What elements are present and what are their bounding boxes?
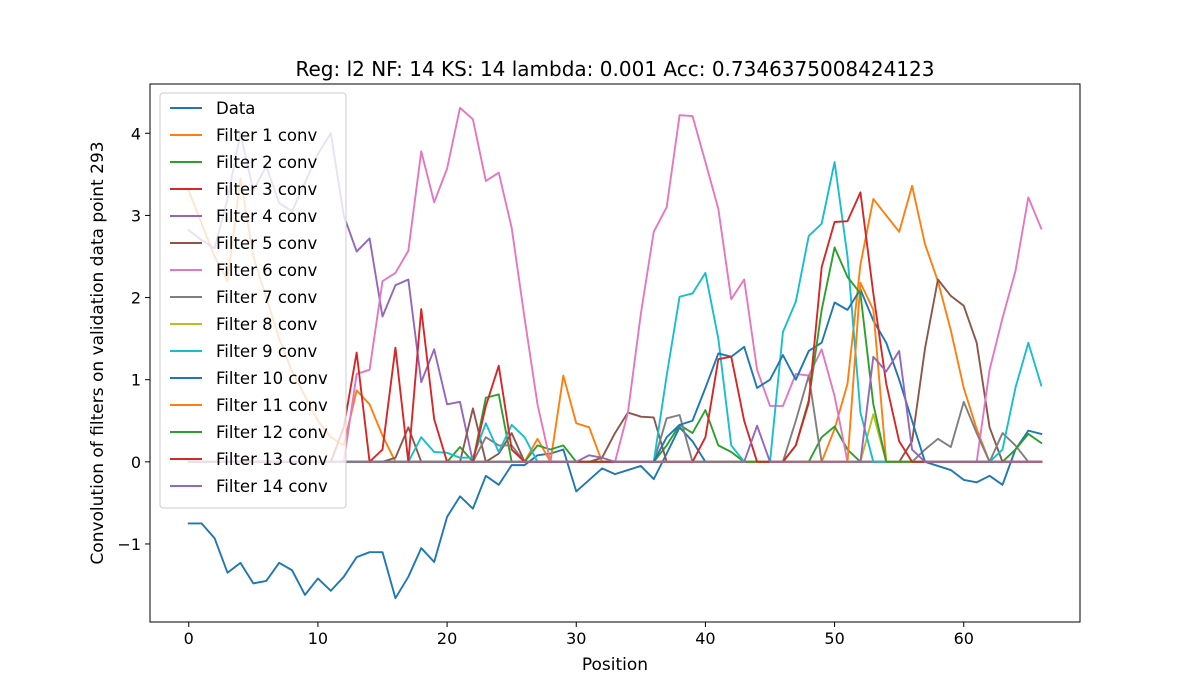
legend-label: Filter 8 conv [216,315,317,334]
legend-label: Filter 2 conv [216,153,317,172]
y-axis-label: Convolution of filters on validation dat… [88,141,108,564]
y-tick-label: 3 [131,206,141,225]
legend-label: Filter 3 conv [216,180,317,199]
legend-label: Filter 12 conv [216,423,328,442]
legend-label: Data [216,99,255,118]
legend-label: Filter 14 conv [216,477,328,496]
x-tick-label: 30 [566,629,586,648]
legend-label: Filter 13 conv [216,450,328,469]
y-tick-label: 1 [131,371,141,390]
x-tick-label: 20 [437,629,457,648]
chart-title: Reg: l2 NF: 14 KS: 14 lambda: 0.001 Acc:… [295,57,934,81]
x-tick-label: 10 [308,629,328,648]
y-tick-label: 4 [131,124,141,143]
y-tick-label: 0 [131,453,141,472]
legend: Data Filter 1 conv Filter 2 conv Filter 3 c… [159,92,347,509]
legend-label: Filter 5 conv [216,234,317,253]
legend-label: Filter 4 conv [216,207,317,226]
x-axis: 0 10 20 30 40 50 60 [184,622,974,648]
y-axis: −1 0 1 2 3 4 [117,124,150,554]
x-tick-label: 50 [824,629,844,648]
legend-label: Filter 11 conv [216,396,328,415]
x-tick-label: 0 [184,629,194,648]
x-tick-label: 40 [695,629,715,648]
legend-label: Filter 1 conv [216,126,317,145]
legend-box [159,92,347,509]
legend-label: Filter 6 conv [216,261,317,280]
x-tick-label: 60 [954,629,974,648]
legend-label: Filter 7 conv [216,288,317,307]
y-tick-label: 2 [131,289,141,308]
legend-label: Filter 10 conv [216,369,328,388]
y-tick-label: −1 [117,535,141,554]
legend-label: Filter 9 conv [216,342,317,361]
plot-frame [149,83,1081,623]
x-axis-label: Position [582,655,648,675]
